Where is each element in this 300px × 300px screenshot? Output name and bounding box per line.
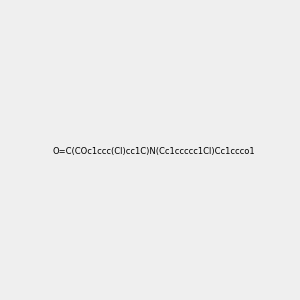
Text: O=C(COc1ccc(Cl)cc1C)N(Cc1ccccc1Cl)Cc1ccco1: O=C(COc1ccc(Cl)cc1C)N(Cc1ccccc1Cl)Cc1ccc…: [52, 147, 255, 156]
